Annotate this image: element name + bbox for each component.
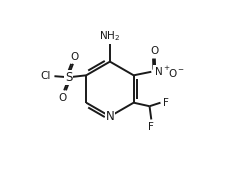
Text: O$^-$: O$^-$: [168, 67, 185, 79]
Text: O: O: [58, 93, 66, 103]
Text: N$^+$: N$^+$: [154, 65, 171, 78]
Text: N: N: [106, 110, 114, 123]
Text: F: F: [163, 98, 169, 108]
Text: O: O: [71, 52, 79, 62]
Text: Cl: Cl: [40, 71, 51, 81]
Text: NH$_2$: NH$_2$: [99, 29, 121, 43]
Text: O: O: [151, 46, 159, 56]
Text: S: S: [65, 71, 72, 84]
Text: F: F: [148, 122, 154, 132]
